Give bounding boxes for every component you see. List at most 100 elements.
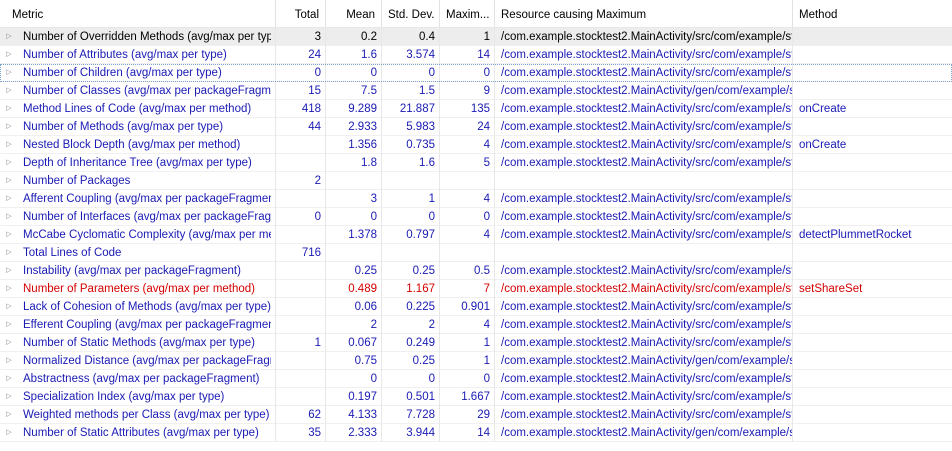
expand-triangle-icon[interactable]: ▷ bbox=[0, 64, 18, 82]
table-row[interactable]: ▷ Afferent Coupling (avg/max per packageF… bbox=[0, 190, 952, 208]
maximum-cell: 4 bbox=[440, 190, 495, 208]
table-row[interactable]: ▷ Number of Static Attributes (avg/max pe… bbox=[0, 424, 952, 442]
mean-cell: 0.06 bbox=[326, 298, 382, 316]
expand-triangle-icon[interactable]: ▷ bbox=[0, 334, 18, 352]
table-row[interactable]: ▷ Number of Overridden Methods (avg/max p… bbox=[0, 28, 952, 46]
table-row[interactable]: ▷ Weighted methods per Class (avg/max per… bbox=[0, 406, 952, 424]
table-row[interactable]: ▷ McCabe Cyclomatic Complexity (avg/max p… bbox=[0, 226, 952, 244]
expand-triangle-icon[interactable]: ▷ bbox=[0, 118, 18, 136]
expand-triangle-icon[interactable]: ▷ bbox=[0, 280, 18, 298]
mean-cell: 0.489 bbox=[326, 280, 382, 298]
method-cell bbox=[793, 370, 952, 388]
expand-triangle-icon[interactable]: ▷ bbox=[0, 226, 18, 244]
expand-triangle-icon[interactable]: ▷ bbox=[0, 46, 18, 64]
column-header-total[interactable]: Total bbox=[276, 0, 326, 27]
table-row[interactable]: ▷ Method Lines of Code (avg/max per metho… bbox=[0, 100, 952, 118]
resource-cell: /com.example.stocktest2.MainActivity/src… bbox=[495, 46, 793, 64]
std-dev-cell bbox=[382, 244, 440, 262]
method-cell bbox=[793, 46, 952, 64]
metric-label: Number of Packages bbox=[18, 172, 130, 190]
table-row[interactable]: ▷ Number of Classes (avg/max per packageF… bbox=[0, 82, 952, 100]
std-dev-cell: 1.5 bbox=[382, 82, 440, 100]
std-dev-cell: 0.501 bbox=[382, 388, 440, 406]
expand-triangle-icon[interactable]: ▷ bbox=[0, 28, 18, 46]
std-dev-cell bbox=[382, 172, 440, 190]
expand-triangle-icon[interactable]: ▷ bbox=[0, 298, 18, 316]
expand-triangle-icon[interactable]: ▷ bbox=[0, 406, 18, 424]
column-header-method[interactable]: Method bbox=[793, 0, 952, 27]
table-row[interactable]: ▷ Total Lines of Code 716 bbox=[0, 244, 952, 262]
metric-cell: ▷ Number of Attributes (avg/max per type) bbox=[0, 46, 276, 64]
table-row[interactable]: ▷ Efferent Coupling (avg/max per packageF… bbox=[0, 316, 952, 334]
metric-cell: ▷ Abstractness (avg/max per packageFragme… bbox=[0, 370, 276, 388]
table-row[interactable]: ▷ Abstractness (avg/max per packageFragme… bbox=[0, 370, 952, 388]
method-cell: onCreate bbox=[793, 136, 952, 154]
std-dev-cell: 1 bbox=[382, 190, 440, 208]
expand-triangle-icon[interactable]: ▷ bbox=[0, 154, 18, 172]
expand-triangle-icon[interactable]: ▷ bbox=[0, 172, 18, 190]
table-row[interactable]: ▷ Number of Static Methods (avg/max per t… bbox=[0, 334, 952, 352]
metric-cell: ▷ Lack of Cohesion of Methods (avg/max pe… bbox=[0, 298, 276, 316]
metric-cell: ▷ Weighted methods per Class (avg/max per… bbox=[0, 406, 276, 424]
expand-triangle-icon[interactable]: ▷ bbox=[0, 208, 18, 226]
expand-triangle-icon[interactable]: ▷ bbox=[0, 100, 18, 118]
metric-label: Number of Interfaces (avg/max per packag… bbox=[18, 208, 271, 226]
table-row[interactable]: ▷ Specialization Index (avg/max per type)… bbox=[0, 388, 952, 406]
expand-triangle-icon[interactable]: ▷ bbox=[0, 316, 18, 334]
method-cell bbox=[793, 208, 952, 226]
resource-cell: /com.example.stocktest2.MainActivity/src… bbox=[495, 154, 793, 172]
metric-label: Normalized Distance (avg/max per package… bbox=[18, 352, 271, 370]
total-cell: 418 bbox=[276, 100, 326, 118]
expand-triangle-icon[interactable]: ▷ bbox=[0, 82, 18, 100]
method-cell bbox=[793, 406, 952, 424]
maximum-cell: 4 bbox=[440, 316, 495, 334]
mean-cell: 0.25 bbox=[326, 262, 382, 280]
metric-cell: ▷ Afferent Coupling (avg/max per packageF… bbox=[0, 190, 276, 208]
total-cell bbox=[276, 316, 326, 334]
metric-label: Abstractness (avg/max per packageFragmen… bbox=[18, 370, 260, 388]
column-header-resource[interactable]: Resource causing Maximum bbox=[495, 0, 793, 27]
expand-triangle-icon[interactable]: ▷ bbox=[0, 370, 18, 388]
maximum-cell bbox=[440, 172, 495, 190]
std-dev-cell: 0.25 bbox=[382, 352, 440, 370]
column-header-mean[interactable]: Mean bbox=[326, 0, 382, 27]
expand-triangle-icon[interactable]: ▷ bbox=[0, 190, 18, 208]
metric-cell: ▷ Number of Static Methods (avg/max per t… bbox=[0, 334, 276, 352]
total-cell: 2 bbox=[276, 172, 326, 190]
expand-triangle-icon[interactable]: ▷ bbox=[0, 136, 18, 154]
expand-triangle-icon[interactable]: ▷ bbox=[0, 262, 18, 280]
maximum-cell: 0.5 bbox=[440, 262, 495, 280]
table-row[interactable]: ▷ Number of Parameters (avg/max per metho… bbox=[0, 280, 952, 298]
metric-cell: ▷ Total Lines of Code bbox=[0, 244, 276, 262]
metric-cell: ▷ Normalized Distance (avg/max per packag… bbox=[0, 352, 276, 370]
total-cell bbox=[276, 136, 326, 154]
method-cell bbox=[793, 172, 952, 190]
table-row[interactable]: ▷ Normalized Distance (avg/max per packag… bbox=[0, 352, 952, 370]
expand-triangle-icon[interactable]: ▷ bbox=[0, 388, 18, 406]
expand-triangle-icon[interactable]: ▷ bbox=[0, 352, 18, 370]
metric-cell: ▷ Number of Children (avg/max per type) bbox=[0, 64, 276, 82]
table-row[interactable]: ▷ Depth of Inheritance Tree (avg/max per … bbox=[0, 154, 952, 172]
mean-cell: 2 bbox=[326, 316, 382, 334]
method-cell bbox=[793, 82, 952, 100]
table-row[interactable]: ▷ Number of Packages 2 bbox=[0, 172, 952, 190]
column-header-metric[interactable]: Metric bbox=[0, 0, 276, 27]
table-row[interactable]: ▷ Instability (avg/max per packageFragmen… bbox=[0, 262, 952, 280]
expand-triangle-icon[interactable]: ▷ bbox=[0, 244, 18, 262]
resource-cell: /com.example.stocktest2.MainActivity/gen… bbox=[495, 352, 793, 370]
resource-cell bbox=[495, 172, 793, 190]
table-row[interactable]: ▷ Number of Methods (avg/max per type) 44 2… bbox=[0, 118, 952, 136]
table-row[interactable]: ▷ Lack of Cohesion of Methods (avg/max pe… bbox=[0, 298, 952, 316]
metric-cell: ▷ Method Lines of Code (avg/max per metho… bbox=[0, 100, 276, 118]
expand-triangle-icon[interactable]: ▷ bbox=[0, 424, 18, 442]
table-row[interactable]: ▷ Nested Block Depth (avg/max per method)… bbox=[0, 136, 952, 154]
column-header-std-dev[interactable]: Std. Dev. bbox=[382, 0, 440, 27]
maximum-cell bbox=[440, 244, 495, 262]
table-row[interactable]: ▷ Number of Attributes (avg/max per type)… bbox=[0, 46, 952, 64]
metric-label: Number of Overridden Methods (avg/max pe… bbox=[18, 28, 271, 46]
table-row[interactable]: ▷ Number of Children (avg/max per type) 0 0… bbox=[0, 64, 952, 82]
column-header-maximum[interactable]: Maxim... bbox=[440, 0, 495, 27]
table-row[interactable]: ▷ Number of Interfaces (avg/max per packa… bbox=[0, 208, 952, 226]
metric-label: Number of Static Attributes (avg/max per… bbox=[18, 424, 259, 442]
method-cell bbox=[793, 316, 952, 334]
